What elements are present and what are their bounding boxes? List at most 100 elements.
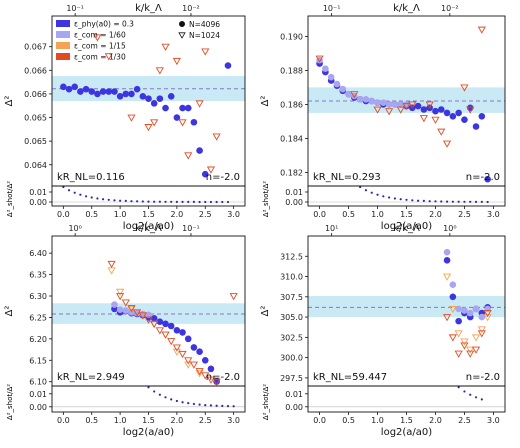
sub-y-tick-label: 0.01 <box>29 188 47 197</box>
shot-noise-point <box>370 191 373 194</box>
shot-noise-point <box>457 200 460 203</box>
shot-noise-point <box>192 200 196 203</box>
data-point <box>77 88 84 95</box>
shot-noise-point <box>209 404 213 407</box>
x-tick-label: 0.0 <box>57 210 70 219</box>
data-point <box>443 109 451 117</box>
x-tick-label: 2.5 <box>199 210 212 219</box>
data-point <box>448 306 457 314</box>
panel-top-right: 0.182 0.184 0.186 0.188 0.190 Δ² 10⁻¹ 10⁻² k/k_Λ… <box>260 3 506 232</box>
y-tick-label: 307.5 <box>280 293 303 302</box>
shot-noise-point <box>198 403 201 406</box>
data-point <box>454 350 463 358</box>
data-point <box>156 95 164 102</box>
data-point <box>179 104 186 112</box>
data-point <box>484 305 491 313</box>
data-point <box>466 346 475 354</box>
legend-label: N=1024 <box>189 31 220 40</box>
data-point <box>477 330 486 338</box>
data-point <box>133 309 141 317</box>
shot-noise-point <box>181 200 184 203</box>
sub-y-axis-label: Δ²_shot/Δ² <box>6 384 14 420</box>
data-point <box>201 48 210 56</box>
data-point <box>173 114 181 121</box>
shot-noise-point <box>463 390 466 393</box>
y-tick-label: 0.066 <box>24 66 47 75</box>
data-point <box>201 356 209 364</box>
y-tick-label: 0.065 <box>24 114 47 123</box>
data-point <box>145 95 152 102</box>
top-axis-label: k/k_Λ <box>135 223 162 234</box>
shot-noise-point <box>73 191 76 194</box>
data-point <box>380 99 387 106</box>
top-tick-label: 10⁰ <box>68 224 81 233</box>
data-point <box>206 376 216 384</box>
top-axis-label: k/k_Λ <box>393 223 420 234</box>
data-point <box>477 26 486 34</box>
data-point <box>167 338 176 346</box>
top-tick-label: 10⁻¹ <box>182 224 200 233</box>
shot-noise-point <box>107 198 110 201</box>
shot-noise-point <box>445 200 449 203</box>
data-point <box>472 305 480 313</box>
data-point <box>93 34 102 42</box>
data-point <box>167 92 175 100</box>
data-point <box>195 368 204 376</box>
x-tick-label: 1.0 <box>114 416 127 425</box>
legend-label: ε_phy(a0) = 0.3 <box>74 20 134 29</box>
data-point <box>455 305 462 313</box>
data-point <box>156 318 164 326</box>
data-point <box>483 314 492 322</box>
shot-noise-point <box>147 200 150 203</box>
shot-noise-point <box>164 396 167 399</box>
data-point <box>454 330 463 338</box>
subpanel-frame <box>307 385 506 413</box>
data-point <box>432 107 439 115</box>
shot-noise-point <box>181 401 184 404</box>
data-point <box>442 314 452 322</box>
shot-noise-point <box>463 200 466 203</box>
data-point <box>184 104 192 112</box>
data-point <box>195 370 204 378</box>
shot-noise-point <box>382 195 385 198</box>
x-tick-label: 2.0 <box>171 210 184 219</box>
data-point <box>145 311 152 319</box>
data-point <box>385 108 394 116</box>
series-3 <box>442 310 492 358</box>
shot-noise-point <box>192 402 196 406</box>
x-tick-label: 3.0 <box>227 210 240 219</box>
data-point <box>420 106 428 113</box>
shot-noise-point <box>399 198 402 201</box>
data-point <box>345 90 352 98</box>
data-point <box>478 113 486 120</box>
shot-noise-point <box>141 200 144 203</box>
y-axis-label: Δ² <box>4 96 15 107</box>
shot-noise-point <box>175 200 178 203</box>
data-point <box>184 335 192 343</box>
data-point <box>391 101 399 108</box>
x-tick-label: 2.5 <box>458 416 471 425</box>
annotation-knl: kR_NL=59.447 <box>313 372 387 383</box>
data-point <box>190 118 198 126</box>
annotation-n: n=-2.0 <box>206 372 240 383</box>
data-point <box>121 299 130 307</box>
shot-noise-point <box>364 189 368 192</box>
sub-y-tick-label: 0.01 <box>29 390 47 399</box>
legend-marker <box>178 32 186 39</box>
shot-noise-point <box>451 200 454 203</box>
series-0 <box>60 62 232 178</box>
reference-band <box>308 296 505 318</box>
y-tick-label: 0.186 <box>280 100 303 109</box>
shot-noise-point <box>469 393 472 396</box>
shot-noise-point <box>226 405 230 408</box>
data-point <box>213 378 220 386</box>
y-tick-label: 6.25 <box>29 313 47 322</box>
data-point <box>161 43 170 51</box>
shot-noise-point <box>124 199 127 202</box>
data-point <box>150 314 158 322</box>
data-point <box>179 329 186 336</box>
data-point <box>167 322 175 330</box>
shot-noise-point <box>434 200 437 203</box>
x-tick-label: 3.0 <box>487 210 500 219</box>
annotation-n: n=-2.0 <box>466 172 500 183</box>
